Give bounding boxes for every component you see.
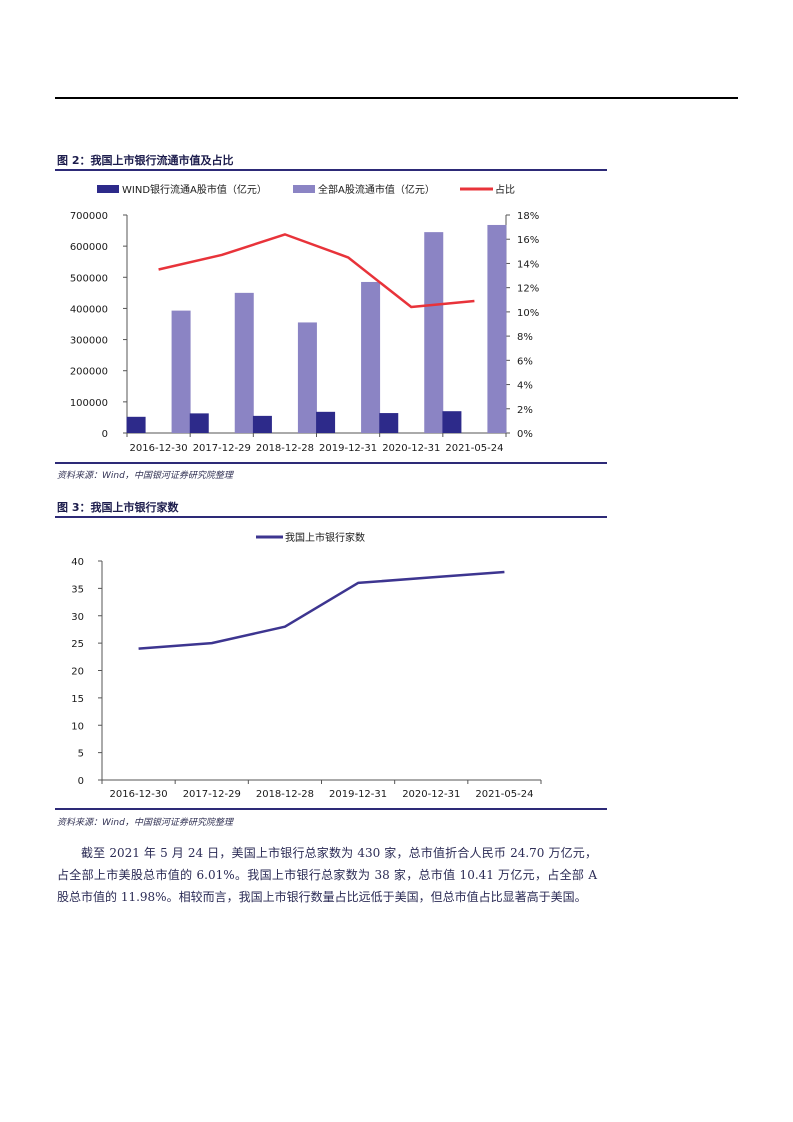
figure3-source: 资料来源：Wind，中国银河证券研究院整理 <box>57 818 233 828</box>
bar-series1-5 <box>487 224 507 433</box>
right-tick-label: 6% <box>517 356 533 367</box>
bar-series0-3 <box>316 411 336 433</box>
left-tick-label: 200000 <box>70 367 108 378</box>
right-tick-label: 14% <box>517 259 539 270</box>
right-tick-label: 18% <box>517 211 539 222</box>
figure2-source: 资料来源：Wind，中国银河证券研究院整理 <box>57 471 233 481</box>
x-tick-label: 2021-05-24 <box>445 443 503 454</box>
x-tick-label: 2020-12-31 <box>382 443 440 454</box>
figure3-title: 图 3：我国上市银行家数 <box>57 501 179 514</box>
x-tick-label: 2016-12-30 <box>130 443 188 454</box>
legend-swatch-1 <box>293 185 315 193</box>
left-tick-label: 300000 <box>70 336 108 347</box>
left-tick-label: 600000 <box>70 242 108 253</box>
legend-label-0: WIND银行流通A股市值（亿元） <box>122 183 267 196</box>
figure3-bottom-rule <box>55 808 607 810</box>
figure2-title: 图 2：我国上市银行流通市值及占比 <box>57 154 234 167</box>
right-tick-label: 4% <box>517 381 533 392</box>
x-tick-label: 2021-05-24 <box>475 789 533 800</box>
bar-series1-4 <box>424 232 444 433</box>
x-tick-label: 2019-12-31 <box>329 789 387 800</box>
left-tick-label: 700000 <box>70 211 108 222</box>
legend-label: 我国上市银行家数 <box>285 531 365 544</box>
y-tick-label: 20 <box>71 667 84 678</box>
x-tick-label: 2020-12-31 <box>402 789 460 800</box>
y-tick-label: 40 <box>71 557 84 568</box>
left-tick-label: 0 <box>102 429 108 440</box>
legend-swatch-0 <box>97 185 119 193</box>
y-tick-label: 10 <box>71 721 84 732</box>
bar-series0-0 <box>126 416 146 433</box>
page-top-rule <box>55 97 738 99</box>
figure2-bottom-rule <box>55 462 607 464</box>
left-tick-label: 100000 <box>70 398 108 409</box>
figure3-top-rule <box>55 516 607 518</box>
x-tick-label: 2018-12-28 <box>256 789 314 800</box>
right-tick-label: 16% <box>517 235 539 246</box>
bar-series0-4 <box>379 413 399 433</box>
bar-series1-1 <box>234 292 254 433</box>
bar-series0-2 <box>252 415 272 433</box>
y-tick-label: 30 <box>71 612 84 623</box>
bar-series0-1 <box>189 413 209 433</box>
ratio-line <box>158 233 475 309</box>
x-tick-label: 2017-12-29 <box>193 443 251 454</box>
right-tick-label: 10% <box>517 308 539 319</box>
legend-label-2: 占比 <box>495 183 515 196</box>
right-tick-label: 0% <box>517 429 533 440</box>
left-tick-label: 400000 <box>70 304 108 315</box>
y-tick-label: 35 <box>71 584 84 595</box>
figure2-top-rule <box>55 169 607 171</box>
body-paragraph: 截至 2021 年 5 月 24 日，美国上市银行总家数为 430 家，总市值折… <box>57 842 597 908</box>
y-tick-label: 0 <box>78 776 84 787</box>
right-tick-label: 8% <box>517 332 533 343</box>
bar-series1-3 <box>361 281 381 433</box>
y-tick-label: 25 <box>71 639 84 650</box>
x-tick-label: 2019-12-31 <box>319 443 377 454</box>
paragraph-text: 截至 2021 年 5 月 24 日，美国上市银行总家数为 430 家，总市值折… <box>57 846 597 904</box>
x-tick-label: 2018-12-28 <box>256 443 314 454</box>
x-tick-label: 2016-12-30 <box>110 789 168 800</box>
bar-series1-0 <box>171 310 191 433</box>
bar-series0-5 <box>442 411 462 433</box>
left-tick-label: 500000 <box>70 273 108 284</box>
right-tick-label: 2% <box>517 405 533 416</box>
right-tick-label: 12% <box>517 284 539 295</box>
y-tick-label: 15 <box>71 694 84 705</box>
legend-label-1: 全部A股流通市值（亿元） <box>318 183 435 196</box>
y-tick-label: 5 <box>78 749 84 760</box>
x-tick-label: 2017-12-29 <box>183 789 241 800</box>
bank-count-line <box>138 570 505 650</box>
bar-series1-2 <box>297 322 317 433</box>
